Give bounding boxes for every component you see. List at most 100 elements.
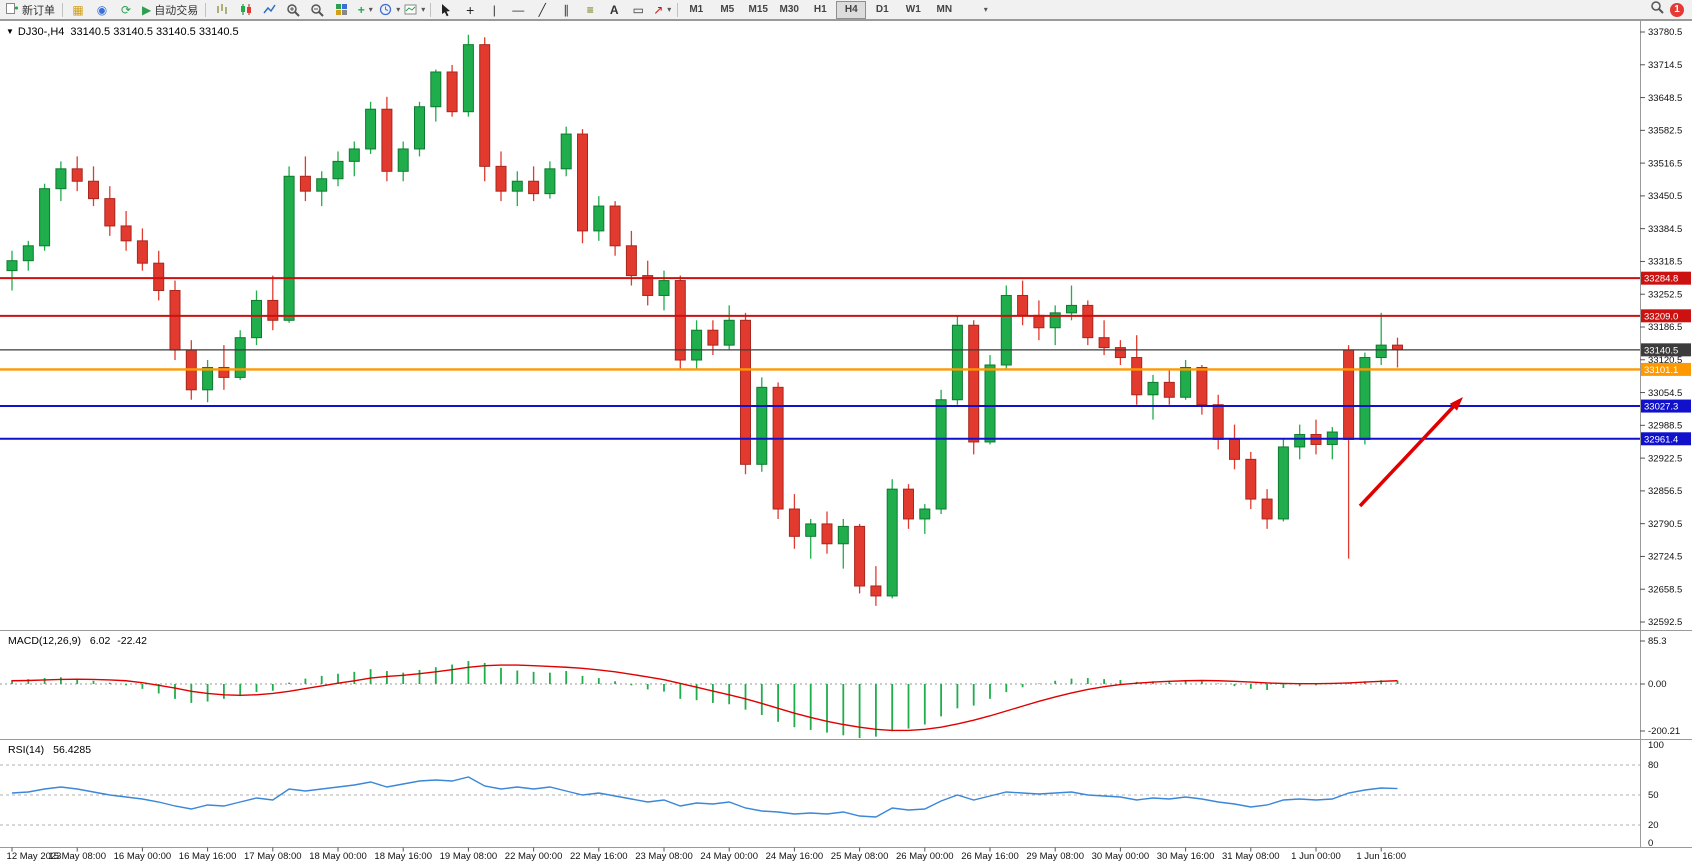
new-order-button[interactable]: 新订单 [2, 1, 59, 19]
svg-text:33120.5: 33120.5 [1648, 355, 1682, 366]
text-icon[interactable]: A [609, 2, 619, 17]
horizontal-lines[interactable] [0, 277, 1640, 440]
svg-text:-200.21: -200.21 [1648, 726, 1680, 737]
fibonacci-icon[interactable]: ≡ [586, 2, 594, 17]
timeframe-M1[interactable]: M1 [689, 4, 704, 15]
svg-text:26 May 00:00: 26 May 00:00 [896, 851, 954, 862]
svg-text:33140.5: 33140.5 [1644, 345, 1678, 356]
timeframe-H4[interactable]: H4 [836, 0, 867, 19]
market-watch-icon[interactable]: ▦ [72, 2, 84, 17]
new-order-icon [6, 2, 19, 18]
svg-text:32658.5: 32658.5 [1648, 584, 1682, 595]
svg-text:32790.5: 32790.5 [1648, 519, 1682, 530]
svg-text:32724.5: 32724.5 [1648, 552, 1682, 563]
toolbar-right: 1 [1650, 0, 1690, 19]
chevron-down-icon: ▾ [396, 5, 401, 14]
search-icon[interactable] [1650, 0, 1664, 19]
timeframe-MN[interactable]: MN [936, 4, 953, 15]
svg-text:33648.5: 33648.5 [1648, 93, 1682, 104]
svg-text:30 May 16:00: 30 May 16:00 [1157, 851, 1215, 862]
trend-arrow[interactable] [1358, 397, 1463, 508]
svg-text:33780.5: 33780.5 [1648, 27, 1682, 38]
cursor-icon[interactable] [434, 1, 458, 19]
macd-signal-value: -22.42 [117, 635, 148, 647]
svg-text:18 May 00:00: 18 May 00:00 [309, 851, 367, 862]
svg-text:18 May 16:00: 18 May 16:00 [374, 851, 432, 862]
svg-text:33209.0: 33209.0 [1644, 311, 1678, 322]
candlestick-icon[interactable] [233, 1, 257, 19]
chevron-down-icon: ▾ [667, 5, 672, 14]
panel-separators [0, 20, 1692, 848]
zoom-out-icon[interactable] [305, 1, 329, 19]
svg-text:85.3: 85.3 [1648, 636, 1667, 647]
svg-text:0.00: 0.00 [1648, 679, 1667, 690]
svg-text:100: 100 [1648, 740, 1664, 751]
rsi-indicator-label: RSI(14) 56.4285 [8, 744, 91, 756]
svg-text:33101.1: 33101.1 [1644, 365, 1678, 376]
svg-text:33054.5: 33054.5 [1648, 388, 1682, 399]
symbol-ohlc: 33140.5 33140.5 33140.5 33140.5 [70, 26, 239, 38]
auto-trading-label: 自动交易 [154, 4, 199, 17]
notification-badge[interactable]: 1 [1670, 2, 1684, 17]
svg-text:31 May 08:00: 31 May 08:00 [1222, 851, 1280, 862]
zoom-in-icon[interactable] [281, 1, 305, 19]
svg-text:33252.5: 33252.5 [1648, 289, 1682, 300]
svg-text:32961.4: 32961.4 [1644, 434, 1678, 445]
arrows-icon[interactable]: ↗ ▾ [653, 2, 672, 17]
toolbar-separator [430, 2, 432, 17]
macd-name: MACD(12,26,9) [8, 635, 81, 647]
line-chart-icon[interactable] [257, 1, 281, 19]
channel-icon[interactable]: ∥ [563, 2, 570, 17]
timeframes-icon[interactable]: ▾ [377, 1, 402, 19]
crosshair-icon[interactable]: + [466, 1, 475, 18]
svg-text:1 Jun 00:00: 1 Jun 00:00 [1291, 851, 1341, 862]
svg-text:32988.5: 32988.5 [1648, 421, 1682, 432]
trendline-icon[interactable]: ╱ [538, 2, 546, 17]
timeframe-H1[interactable]: H1 [813, 4, 827, 15]
svg-text:16 May 00:00: 16 May 00:00 [114, 851, 172, 862]
svg-text:33516.5: 33516.5 [1648, 158, 1682, 169]
svg-text:33582.5: 33582.5 [1648, 126, 1682, 137]
toolbar: 新订单 ▦ ◉ ⟳ ▶ 自动交易 + ▾ ▾ [0, 0, 1692, 20]
timeframe-group: M1 M5 M15 M30 H1 H4 D1 W1 MN [681, 0, 959, 19]
label-icon[interactable]: ▭ [632, 2, 644, 17]
tile-windows-icon[interactable] [329, 1, 353, 19]
indicators-icon[interactable]: + ▾ [357, 2, 373, 17]
svg-text:50: 50 [1648, 790, 1659, 801]
timeframe-M5[interactable]: M5 [720, 4, 735, 15]
svg-text:20: 20 [1648, 820, 1659, 831]
svg-text:12 May 2023: 12 May 2023 [7, 851, 62, 862]
macd-indicator-label: MACD(12,26,9) 6.02 -22.42 [8, 635, 147, 647]
navigator-icon[interactable]: ◉ [96, 2, 108, 17]
horizontal-line-icon[interactable]: — [512, 2, 525, 17]
bar-chart-icon[interactable] [209, 1, 233, 19]
svg-text:16 May 16:00: 16 May 16:00 [179, 851, 237, 862]
svg-text:33714.5: 33714.5 [1648, 60, 1682, 71]
rsi-value: 56.4285 [53, 744, 92, 756]
svg-text:30 May 00:00: 30 May 00:00 [1092, 851, 1150, 862]
terminal-icon[interactable]: ⟳ [120, 2, 132, 17]
timeframe-W1[interactable]: W1 [905, 4, 921, 15]
overflow-caret-icon[interactable]: ▾ [983, 5, 988, 14]
chart-legend: ▼ DJ30-,H4 33140.5 33140.5 33140.5 33140.5 [6, 26, 239, 38]
timeframe-D1[interactable]: D1 [875, 4, 889, 15]
symbol-dropdown-icon[interactable]: ▼ [6, 27, 14, 36]
svg-text:33450.5: 33450.5 [1648, 191, 1682, 202]
auto-trading-button[interactable]: ▶ 自动交易 [138, 1, 202, 19]
svg-text:29 May 08:00: 29 May 08:00 [1026, 851, 1084, 862]
svg-text:17 May 08:00: 17 May 08:00 [244, 851, 302, 862]
svg-text:0: 0 [1648, 838, 1653, 849]
macd-main-value: 6.02 [89, 635, 111, 647]
timeframe-M30[interactable]: M30 [779, 4, 799, 15]
rsi-panel: 100 80 50 20 0 [0, 740, 1664, 849]
candles-layer [6, 34, 1403, 606]
svg-text:1 Jun 16:00: 1 Jun 16:00 [1356, 851, 1406, 862]
svg-text:22 May 00:00: 22 May 00:00 [505, 851, 563, 862]
price-axis[interactable]: 33780.5 33714.5 33648.5 33582.5 33516.5 33450… [1640, 27, 1691, 628]
timeframe-M15[interactable]: M15 [748, 4, 768, 15]
symbol-name: DJ30-,H4 [17, 26, 65, 38]
templates-icon[interactable]: ▾ [402, 1, 427, 19]
vertical-line-icon[interactable]: | [492, 2, 496, 17]
